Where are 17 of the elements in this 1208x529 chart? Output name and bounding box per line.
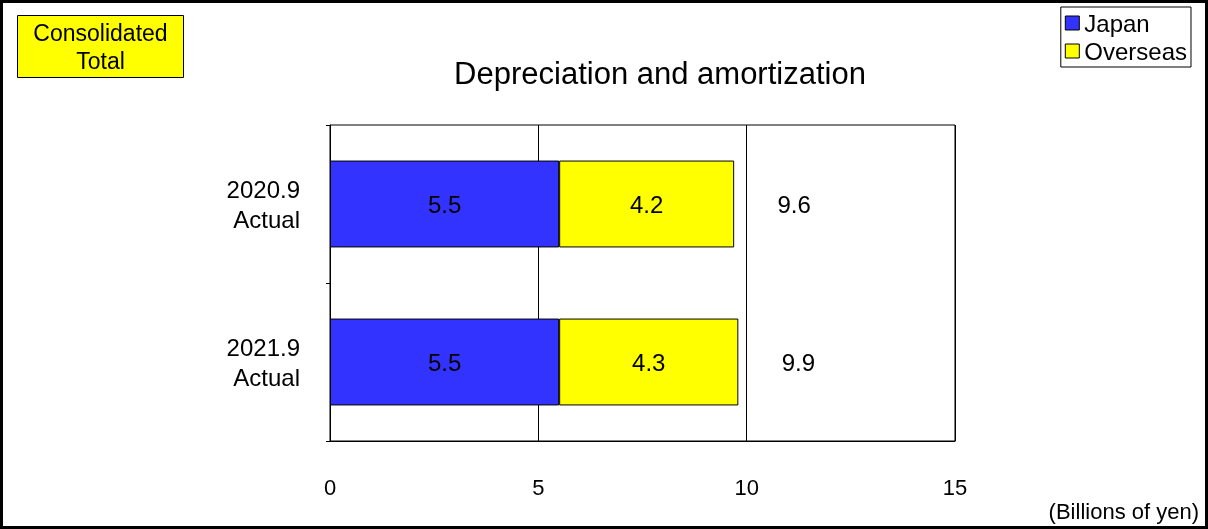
- data-label: 4.2: [629, 190, 664, 218]
- x-axis-title: (Billions of yen): [1048, 498, 1199, 524]
- legend-label: Japan: [1084, 9, 1150, 37]
- x-tick-label: 0: [323, 474, 337, 500]
- y-tick-label: 2021.9 Actual: [226, 333, 300, 391]
- chart-title: Depreciation and amortization: [454, 56, 866, 91]
- data-label: 5.5: [427, 190, 462, 218]
- x-tick-label: 15: [942, 474, 968, 500]
- total-label: 9.9: [781, 348, 816, 376]
- total-label: 9.6: [777, 190, 811, 218]
- y-tick-label: 2020.9 Actual: [226, 175, 300, 233]
- legend-label: Overseas: [1084, 37, 1187, 65]
- data-label: 5.5: [427, 348, 462, 376]
- data-label: 4.3: [632, 348, 666, 376]
- x-tick-label: 5: [532, 474, 545, 500]
- x-tick-label: 10: [734, 474, 759, 500]
- text: Consolidated Total: [33, 19, 168, 74]
